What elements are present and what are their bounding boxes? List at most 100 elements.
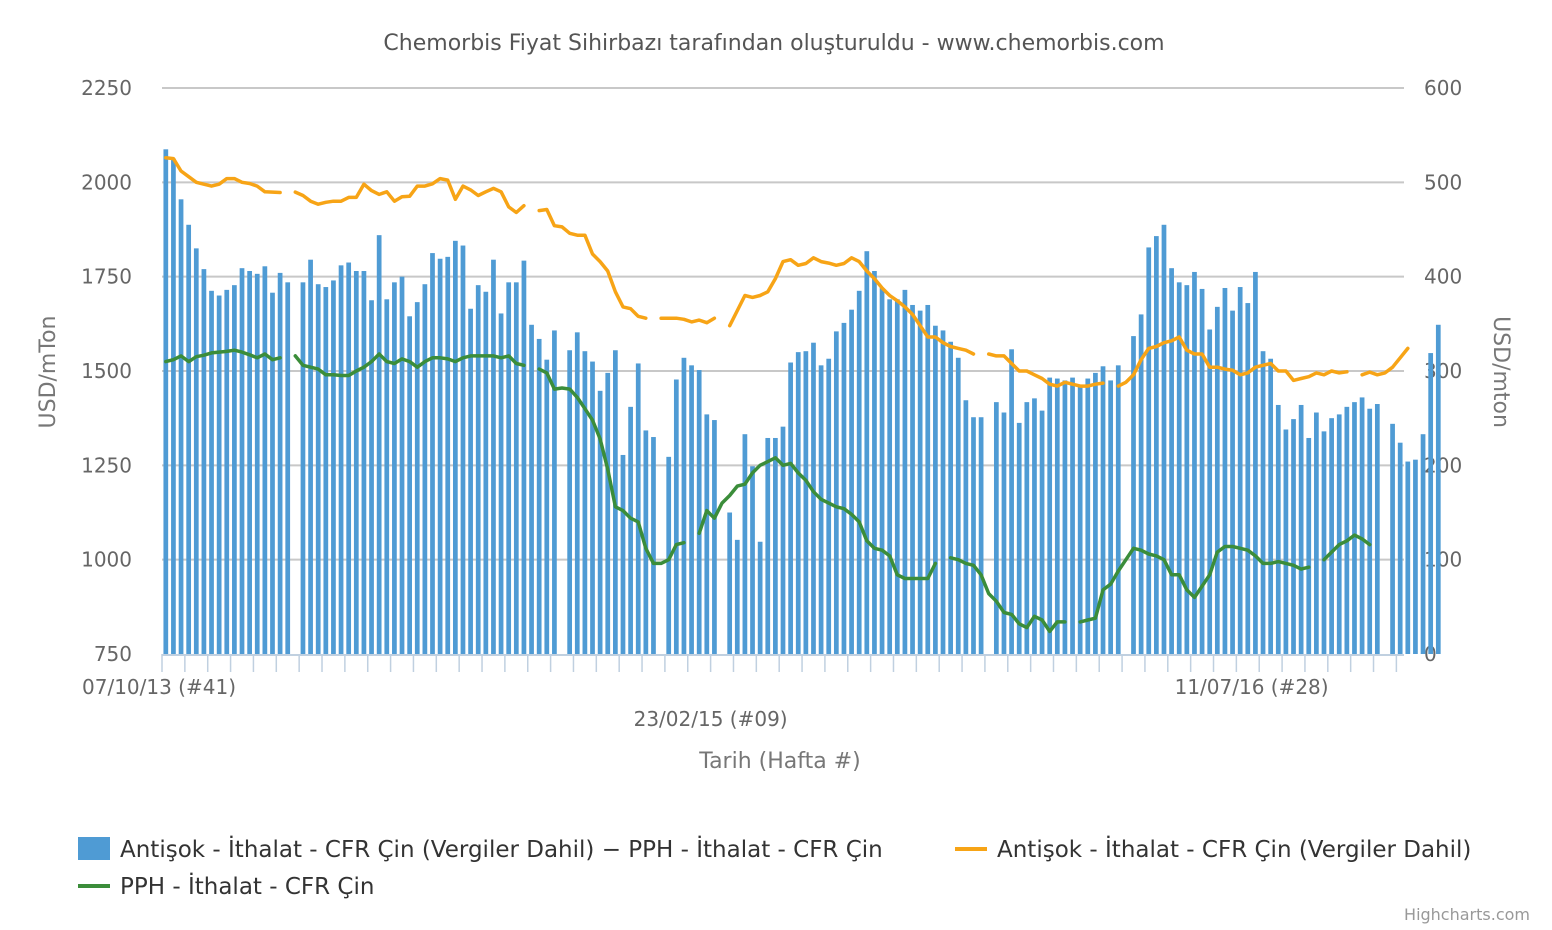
bar xyxy=(353,271,359,654)
bar xyxy=(323,287,329,654)
bar xyxy=(1016,422,1022,654)
bar xyxy=(628,406,633,654)
bar xyxy=(1001,412,1007,654)
bar xyxy=(247,271,252,654)
bar xyxy=(1428,353,1434,654)
bar xyxy=(1192,271,1197,654)
bar xyxy=(574,332,580,654)
bar xyxy=(1199,288,1205,654)
bar xyxy=(620,454,626,654)
bar xyxy=(993,402,999,654)
bar xyxy=(605,372,611,654)
bar xyxy=(384,299,390,654)
bar xyxy=(1024,402,1030,654)
bar xyxy=(1275,404,1281,654)
bar xyxy=(392,282,397,654)
bar xyxy=(1153,236,1159,654)
bar xyxy=(201,269,207,654)
bar xyxy=(209,290,214,654)
bar xyxy=(727,512,733,654)
bar xyxy=(1435,324,1441,654)
y-left-tick-label: 1250 xyxy=(81,453,132,477)
bar xyxy=(1336,414,1342,654)
bar xyxy=(750,466,755,654)
bar xyxy=(1207,329,1213,654)
orange-line-segment xyxy=(293,176,526,215)
bar xyxy=(1108,380,1114,654)
bar xyxy=(1054,378,1060,654)
orange-line-segment xyxy=(1360,346,1410,377)
bar xyxy=(529,324,534,654)
bar xyxy=(1138,314,1144,654)
bar xyxy=(300,282,306,654)
bar xyxy=(1237,287,1243,654)
bar xyxy=(513,282,519,654)
bar xyxy=(1093,372,1098,654)
credits[interactable]: Highcharts.com xyxy=(1404,905,1530,924)
bar xyxy=(1047,377,1053,654)
bar xyxy=(399,276,405,654)
bar xyxy=(1039,410,1045,654)
bar xyxy=(590,361,595,654)
bar xyxy=(1131,336,1136,654)
bar xyxy=(483,291,489,654)
bar xyxy=(1085,378,1091,654)
green-line-segment xyxy=(293,352,526,378)
legend-label-green-line: PPH - İthalat - CFR Çin xyxy=(120,872,374,900)
bar xyxy=(1169,268,1174,654)
bar xyxy=(894,299,900,654)
y-left-tick-label: 1500 xyxy=(81,359,132,383)
y-left-tick-label: 1000 xyxy=(81,548,132,572)
bar xyxy=(262,266,268,654)
bar xyxy=(1100,366,1106,654)
bar xyxy=(1161,224,1167,655)
bar xyxy=(818,365,824,654)
bar xyxy=(1176,282,1182,654)
bar xyxy=(1260,351,1266,654)
bar xyxy=(1115,365,1121,654)
bar xyxy=(1413,459,1418,654)
y-axis-left-title: USD/mTon xyxy=(36,316,61,429)
bar xyxy=(422,284,428,654)
bar xyxy=(1329,418,1334,654)
bar xyxy=(1420,434,1426,654)
bar xyxy=(186,224,192,655)
bar xyxy=(1077,385,1083,654)
bar xyxy=(948,341,953,654)
bar xyxy=(430,253,435,655)
y-left-tick-label: 750 xyxy=(94,642,132,666)
bar xyxy=(582,351,588,654)
bar xyxy=(1321,431,1327,654)
legend-item-orange-line[interactable]: Antişok - İthalat - CFR Çin (Vergiler Da… xyxy=(955,835,1471,863)
legend-item-bars[interactable]: Antişok - İthalat - CFR Çin (Vergiler Da… xyxy=(78,835,883,863)
bar xyxy=(673,379,679,654)
bar xyxy=(651,437,656,654)
y-left-tick-label: 2250 xyxy=(81,76,132,100)
green-line-segment xyxy=(537,367,686,566)
bar xyxy=(856,290,862,654)
y-right-tick-label: 500 xyxy=(1424,170,1462,194)
bar xyxy=(491,259,496,654)
x-axis-title: Tarih (Hafta #) xyxy=(698,749,860,774)
bar xyxy=(1268,358,1274,654)
bar xyxy=(1405,461,1411,654)
bar-series xyxy=(163,149,1441,655)
bar xyxy=(1146,247,1152,654)
bar xyxy=(567,350,573,654)
x-tick-label: 11/07/16 (#28) xyxy=(1175,675,1329,699)
green-line-segment xyxy=(164,348,282,364)
bar xyxy=(1397,442,1403,654)
bar xyxy=(765,437,771,654)
bar xyxy=(704,414,710,654)
bar xyxy=(696,370,702,654)
legend-item-green-line[interactable]: PPH - İthalat - CFR Çin xyxy=(78,872,374,900)
y-right-tick-label: 600 xyxy=(1424,76,1462,100)
bar xyxy=(940,330,946,654)
bar xyxy=(757,541,763,654)
bar xyxy=(1032,398,1037,654)
bar xyxy=(376,235,382,654)
orange-line-segment xyxy=(986,352,1105,388)
bar xyxy=(1253,271,1258,654)
bar xyxy=(902,289,908,654)
